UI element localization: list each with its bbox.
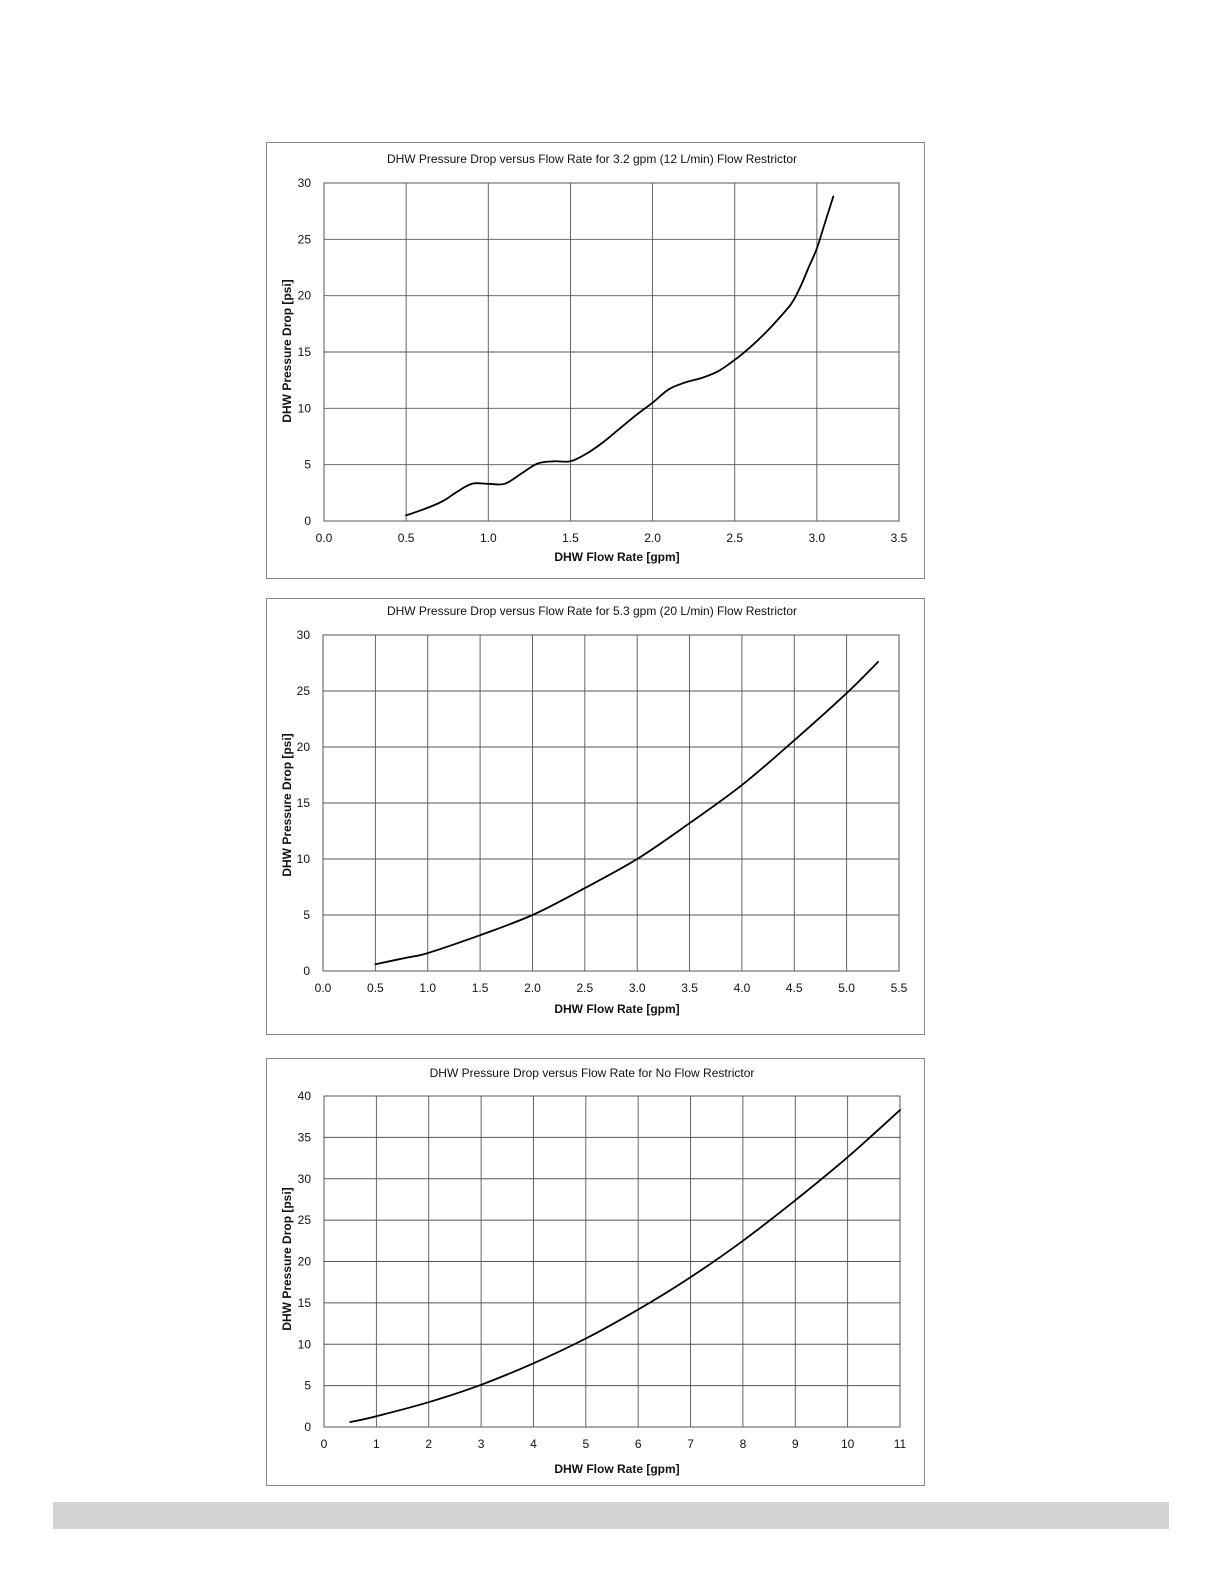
- y-tick-label: 40: [298, 1089, 312, 1103]
- x-tick-label: 3: [478, 1437, 485, 1451]
- y-axis-label: DHW Pressure Drop [psi]: [280, 1187, 294, 1330]
- y-tick-label: 15: [298, 1296, 312, 1310]
- y-tick-label: 20: [298, 1255, 312, 1269]
- y-tick-label: 5: [304, 1379, 311, 1393]
- x-axis-label: DHW Flow Rate [gpm]: [554, 1462, 679, 1476]
- y-tick-label: 0: [304, 1420, 311, 1434]
- y-tick-label: 15: [297, 796, 311, 810]
- x-tick-label: 8: [740, 1437, 747, 1451]
- y-tick-label: 30: [297, 628, 311, 642]
- y-tick-label: 10: [298, 1337, 312, 1351]
- pressure-drop-series-line: [374, 661, 879, 966]
- pressure-drop-series-line: [405, 195, 835, 517]
- x-tick-label: 4: [530, 1437, 537, 1451]
- pressure-drop-series-line: [349, 1109, 901, 1423]
- chart-panel-no-restrictor: DHW Pressure Drop versus Flow Rate for N…: [266, 1058, 925, 1486]
- y-tick-label: 20: [297, 740, 311, 754]
- y-tick-label: 5: [304, 458, 311, 472]
- x-tick-label: 3.5: [681, 981, 698, 995]
- x-tick-label: 0.0: [315, 981, 332, 995]
- x-tick-label: 2.0: [524, 981, 541, 995]
- x-tick-label: 1.5: [562, 531, 579, 545]
- x-tick-label: 4.5: [786, 981, 803, 995]
- x-tick-label: 1.0: [480, 531, 497, 545]
- plot-area: [323, 1095, 901, 1428]
- x-tick-label: 5: [582, 1437, 589, 1451]
- x-tick-label: 3.0: [629, 981, 646, 995]
- x-tick-label: 3.5: [891, 531, 908, 545]
- x-tick-label: 1.5: [472, 981, 489, 995]
- x-tick-label: 0.5: [398, 531, 415, 545]
- x-tick-label: 0.5: [367, 981, 384, 995]
- y-tick-label: 25: [298, 1213, 312, 1227]
- y-tick-label: 30: [298, 1172, 312, 1186]
- chart-title: DHW Pressure Drop versus Flow Rate for 3…: [387, 152, 797, 166]
- y-axis-label: DHW Pressure Drop [psi]: [280, 279, 294, 422]
- y-tick-label: 0: [303, 964, 310, 978]
- x-tick-label: 2.5: [726, 531, 743, 545]
- plot-area: [323, 182, 900, 522]
- x-tick-label: 11: [894, 1437, 907, 1451]
- x-tick-label: 5.0: [838, 981, 855, 995]
- chart-panel-5-3gpm-restrictor: DHW Pressure Drop versus Flow Rate for 5…: [266, 598, 925, 1035]
- x-axis-label: DHW Flow Rate [gpm]: [554, 550, 679, 564]
- x-tick-label: 1: [373, 1437, 380, 1451]
- y-tick-label: 0: [304, 514, 311, 528]
- x-tick-label: 9: [792, 1437, 799, 1451]
- y-tick-label: 30: [298, 176, 312, 190]
- x-tick-label: 0: [321, 1437, 328, 1451]
- y-axis-label: DHW Pressure Drop [psi]: [280, 733, 294, 876]
- y-tick-label: 25: [297, 684, 311, 698]
- x-tick-label: 7: [687, 1437, 694, 1451]
- chart-title: DHW Pressure Drop versus Flow Rate for N…: [430, 1066, 755, 1080]
- x-tick-label: 2.0: [644, 531, 661, 545]
- x-tick-label: 4.0: [734, 981, 751, 995]
- chart-title: DHW Pressure Drop versus Flow Rate for 5…: [387, 604, 797, 618]
- x-tick-label: 0.0: [316, 531, 333, 545]
- x-tick-label: 1.0: [419, 981, 436, 995]
- y-tick-label: 5: [303, 908, 310, 922]
- y-tick-label: 15: [298, 345, 312, 359]
- x-tick-label: 2.5: [576, 981, 593, 995]
- y-tick-label: 10: [298, 401, 312, 415]
- x-axis-label: DHW Flow Rate [gpm]: [554, 1002, 679, 1016]
- chart-1-svg: DHW Pressure Drop versus Flow Rate for 3…: [280, 152, 908, 564]
- y-tick-label: 20: [298, 289, 312, 303]
- plot-area: [322, 634, 900, 972]
- y-tick-label: 25: [298, 232, 312, 246]
- chart-panel-3-2gpm-restrictor: DHW Pressure Drop versus Flow Rate for 3…: [266, 142, 925, 579]
- x-tick-label: 10: [841, 1437, 855, 1451]
- y-tick-label: 10: [297, 852, 311, 866]
- chart-3-svg: DHW Pressure Drop versus Flow Rate for N…: [280, 1066, 907, 1476]
- x-tick-label: 5.5: [891, 981, 908, 995]
- footer-bar: [53, 1502, 1169, 1529]
- x-tick-label: 6: [635, 1437, 642, 1451]
- x-tick-label: 2: [425, 1437, 432, 1451]
- chart-2-svg: DHW Pressure Drop versus Flow Rate for 5…: [280, 604, 908, 1016]
- x-tick-label: 3.0: [809, 531, 826, 545]
- y-tick-label: 35: [298, 1130, 312, 1144]
